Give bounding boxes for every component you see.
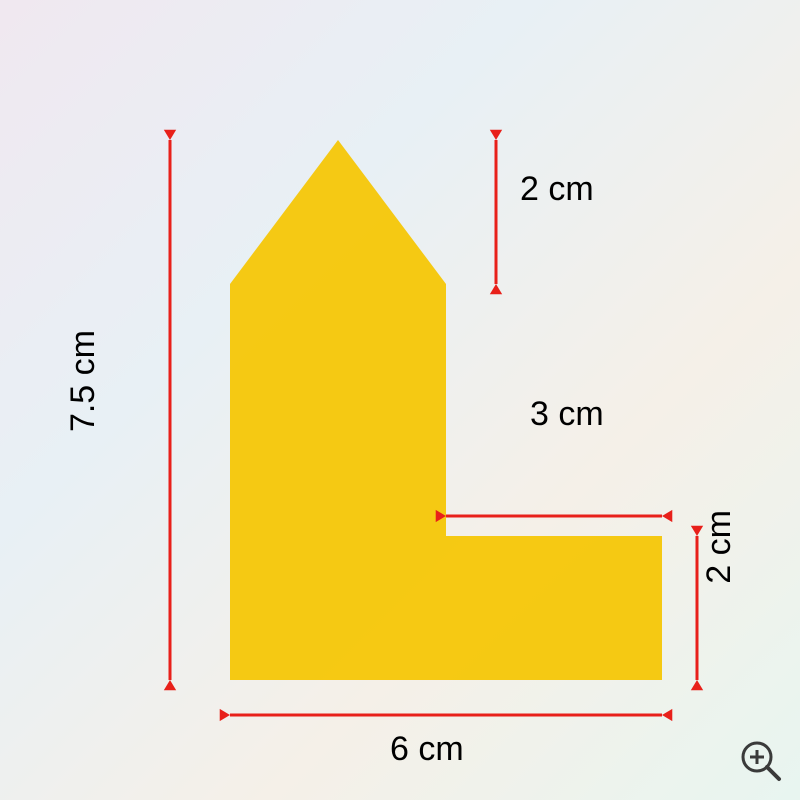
label-triangle-height: 2 cm xyxy=(520,170,594,209)
label-base-width: 6 cm xyxy=(390,730,464,769)
label-right-height: 2 cm xyxy=(700,510,739,584)
label-height-left: 7.5 cm xyxy=(64,330,103,432)
dimension-arrow-triangle-height xyxy=(490,130,502,295)
dimension-arrow-left xyxy=(164,130,176,691)
shape-canvas xyxy=(60,60,740,780)
dimension-arrow-notch xyxy=(436,510,673,522)
geometry-diagram: 7.5 cm 2 cm 3 cm 2 cm 6 cm xyxy=(60,60,740,780)
dimension-arrow-base xyxy=(220,709,673,721)
label-notch-width: 3 cm xyxy=(530,395,604,434)
zoom-in-icon[interactable] xyxy=(735,735,785,785)
